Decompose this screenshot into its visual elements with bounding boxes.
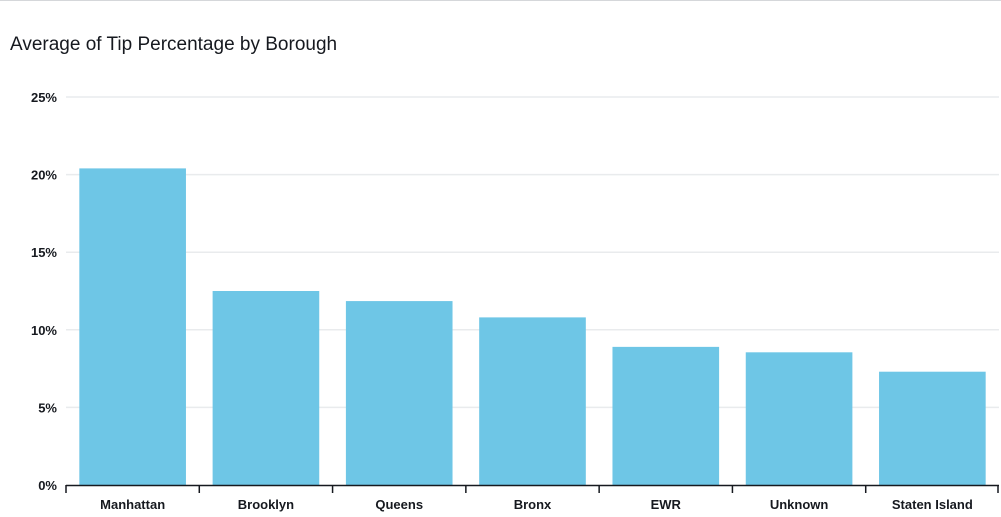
y-tick-label: 10% <box>31 323 57 338</box>
y-tick-label: 15% <box>31 245 57 260</box>
bar-ewr <box>612 347 719 485</box>
y-tick-label: 0% <box>38 478 57 493</box>
bar-unknown <box>746 352 853 485</box>
y-tick-label: 25% <box>31 90 57 105</box>
x-tick-label: Brooklyn <box>238 497 294 512</box>
x-tick-label: Manhattan <box>100 497 165 512</box>
x-tick-label: Queens <box>375 497 423 512</box>
y-tick-label: 20% <box>31 168 57 183</box>
bar-bronx <box>479 317 586 485</box>
x-tick-label: EWR <box>651 497 682 512</box>
x-tick-label: Bronx <box>514 497 552 512</box>
bar-brooklyn <box>213 291 320 485</box>
bar-queens <box>346 301 453 485</box>
x-tick-label: Unknown <box>770 497 829 512</box>
y-tick-label: 5% <box>38 400 57 415</box>
bar-staten-island <box>879 372 986 485</box>
bar-manhattan <box>79 168 186 485</box>
x-tick-label: Staten Island <box>892 497 973 512</box>
